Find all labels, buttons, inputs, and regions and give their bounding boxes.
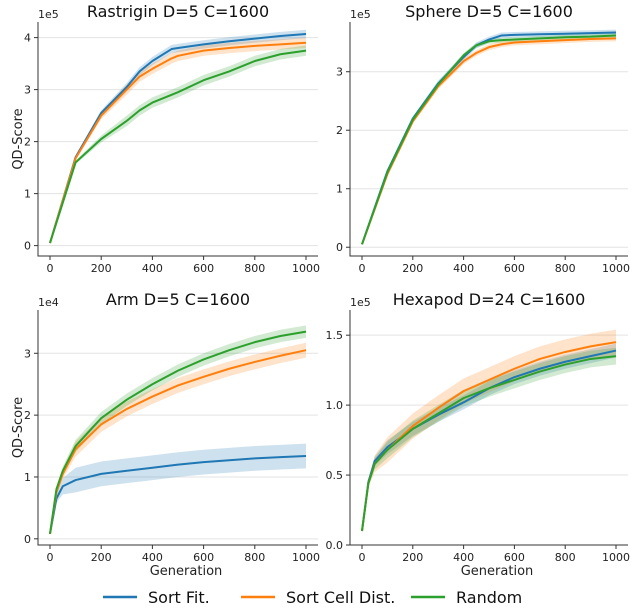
x-tick-label: 800: [555, 262, 576, 275]
x-tick-label: 0: [47, 262, 54, 275]
x-tick-label: 800: [244, 551, 265, 564]
series-line-0: [49, 454, 307, 535]
x-tick-label: 400: [142, 262, 163, 275]
series-line-1: [49, 41, 307, 244]
x-tick-label: 1000: [292, 551, 320, 564]
series-line-0: [361, 349, 617, 532]
series-band-2: [362, 347, 616, 532]
axis-multiplier: 1e5: [38, 8, 59, 21]
x-tick-label: 0: [47, 551, 54, 564]
axis-spine: [37, 310, 318, 546]
series-line-2: [361, 34, 617, 245]
x-tick-label: 800: [555, 551, 576, 564]
y-tick-label: 1: [24, 471, 31, 484]
x-tick-label: 200: [91, 262, 112, 275]
legend-label-0: Sort Fit.: [148, 588, 210, 607]
y-tick-label: 3: [24, 84, 31, 97]
chart-title: Arm D=5 C=1600: [106, 290, 250, 309]
series-band-2: [362, 33, 616, 245]
x-tick-label: 600: [193, 262, 214, 275]
series-band-1: [50, 37, 306, 243]
series-line-0: [49, 32, 307, 244]
x-tick-label: 200: [91, 551, 112, 564]
series-band-2: [50, 45, 306, 244]
series-band-0: [362, 343, 616, 532]
y-tick-label: 0.5: [326, 469, 344, 482]
y-tick-label: 0: [24, 533, 31, 546]
series-line-2: [49, 49, 307, 244]
series-band-0: [362, 29, 616, 245]
axis-multiplier: 1e5: [350, 8, 371, 21]
chart-title: Hexapod D=24 C=1600: [393, 290, 586, 309]
series-line-1: [361, 37, 617, 245]
chart-panel-3: 0.0 0.5 1.0 1.5 0 200 400 600 800 1000 Hexapod D=2…: [326, 290, 631, 579]
y-tick-label: 3: [336, 66, 343, 79]
x-tick-label: 1000: [292, 262, 320, 275]
y-tick-label: 0.0: [326, 539, 344, 552]
axis-spine: [349, 22, 628, 257]
y-tick-label: 1: [336, 183, 343, 196]
y-tick-label: 1.5: [326, 329, 344, 342]
x-tick-label: 800: [244, 262, 265, 275]
chart-panel-0: 0 1 2 3 4 0 200 400 600 800 1000 Rastrigin D=5 C=16…: [11, 2, 320, 275]
x-tick-label: 600: [504, 262, 525, 275]
series-band-1: [362, 35, 616, 245]
series-band-0: [50, 443, 306, 534]
chart-title: Rastrigin D=5 C=1600: [87, 2, 269, 21]
x-tick-label: 0: [359, 262, 366, 275]
series-line-0: [361, 31, 617, 245]
series-line-2: [361, 355, 617, 532]
x-tick-label: 1000: [602, 551, 630, 564]
axis-multiplier: 1e5: [350, 296, 371, 309]
legend-label-1: Sort Cell Dist.: [286, 588, 395, 607]
x-tick-label: 400: [453, 262, 474, 275]
chart-panel-2: 0 1 2 3 0 200 400 600 800 1000 Arm D=5 C=1600 1e4 QD…: [11, 290, 320, 579]
chart-title: Sphere D=5 C=1600: [405, 2, 573, 21]
x-tick-label: 200: [402, 551, 423, 564]
axis-spine: [349, 310, 628, 546]
series-line-1: [49, 349, 307, 535]
y-tick-label: 1: [24, 188, 31, 201]
x-tick-label: 400: [453, 551, 474, 564]
y-tick-label: 4: [24, 32, 31, 45]
y-tick-label: 0: [336, 241, 343, 254]
x-tick-label: 0: [359, 551, 366, 564]
x-tick-label: 600: [504, 551, 525, 564]
y-tick-label: 2: [336, 124, 343, 137]
legend: Sort Fit. Sort Cell Dist. Random: [103, 588, 522, 607]
series-band-1: [362, 329, 616, 532]
chart-panel-1: 0 1 2 3 0 200 400 600 800 1000 Sphere D=5 C=1600 1e…: [336, 2, 630, 275]
y-tick-label: 2: [24, 136, 31, 149]
x-axis-label: Generation: [150, 564, 223, 579]
y-tick-label: 3: [24, 347, 31, 360]
y-axis-label: QD-Score: [11, 108, 26, 169]
series-line-2: [49, 330, 307, 535]
x-tick-label: 1000: [602, 262, 630, 275]
series-band-2: [50, 325, 306, 534]
y-tick-label: 1.0: [326, 399, 344, 412]
axis-multiplier: 1e4: [38, 296, 59, 309]
x-axis-label: Generation: [461, 564, 534, 579]
legend-label-2: Random: [456, 588, 522, 607]
x-tick-label: 400: [142, 551, 163, 564]
y-tick-label: 0: [24, 240, 31, 253]
x-tick-label: 200: [402, 262, 423, 275]
series-band-1: [50, 342, 306, 534]
x-tick-label: 600: [193, 551, 214, 564]
y-tick-label: 2: [24, 409, 31, 422]
y-axis-label: QD-Score: [11, 397, 26, 458]
axis-spine: [37, 22, 318, 257]
